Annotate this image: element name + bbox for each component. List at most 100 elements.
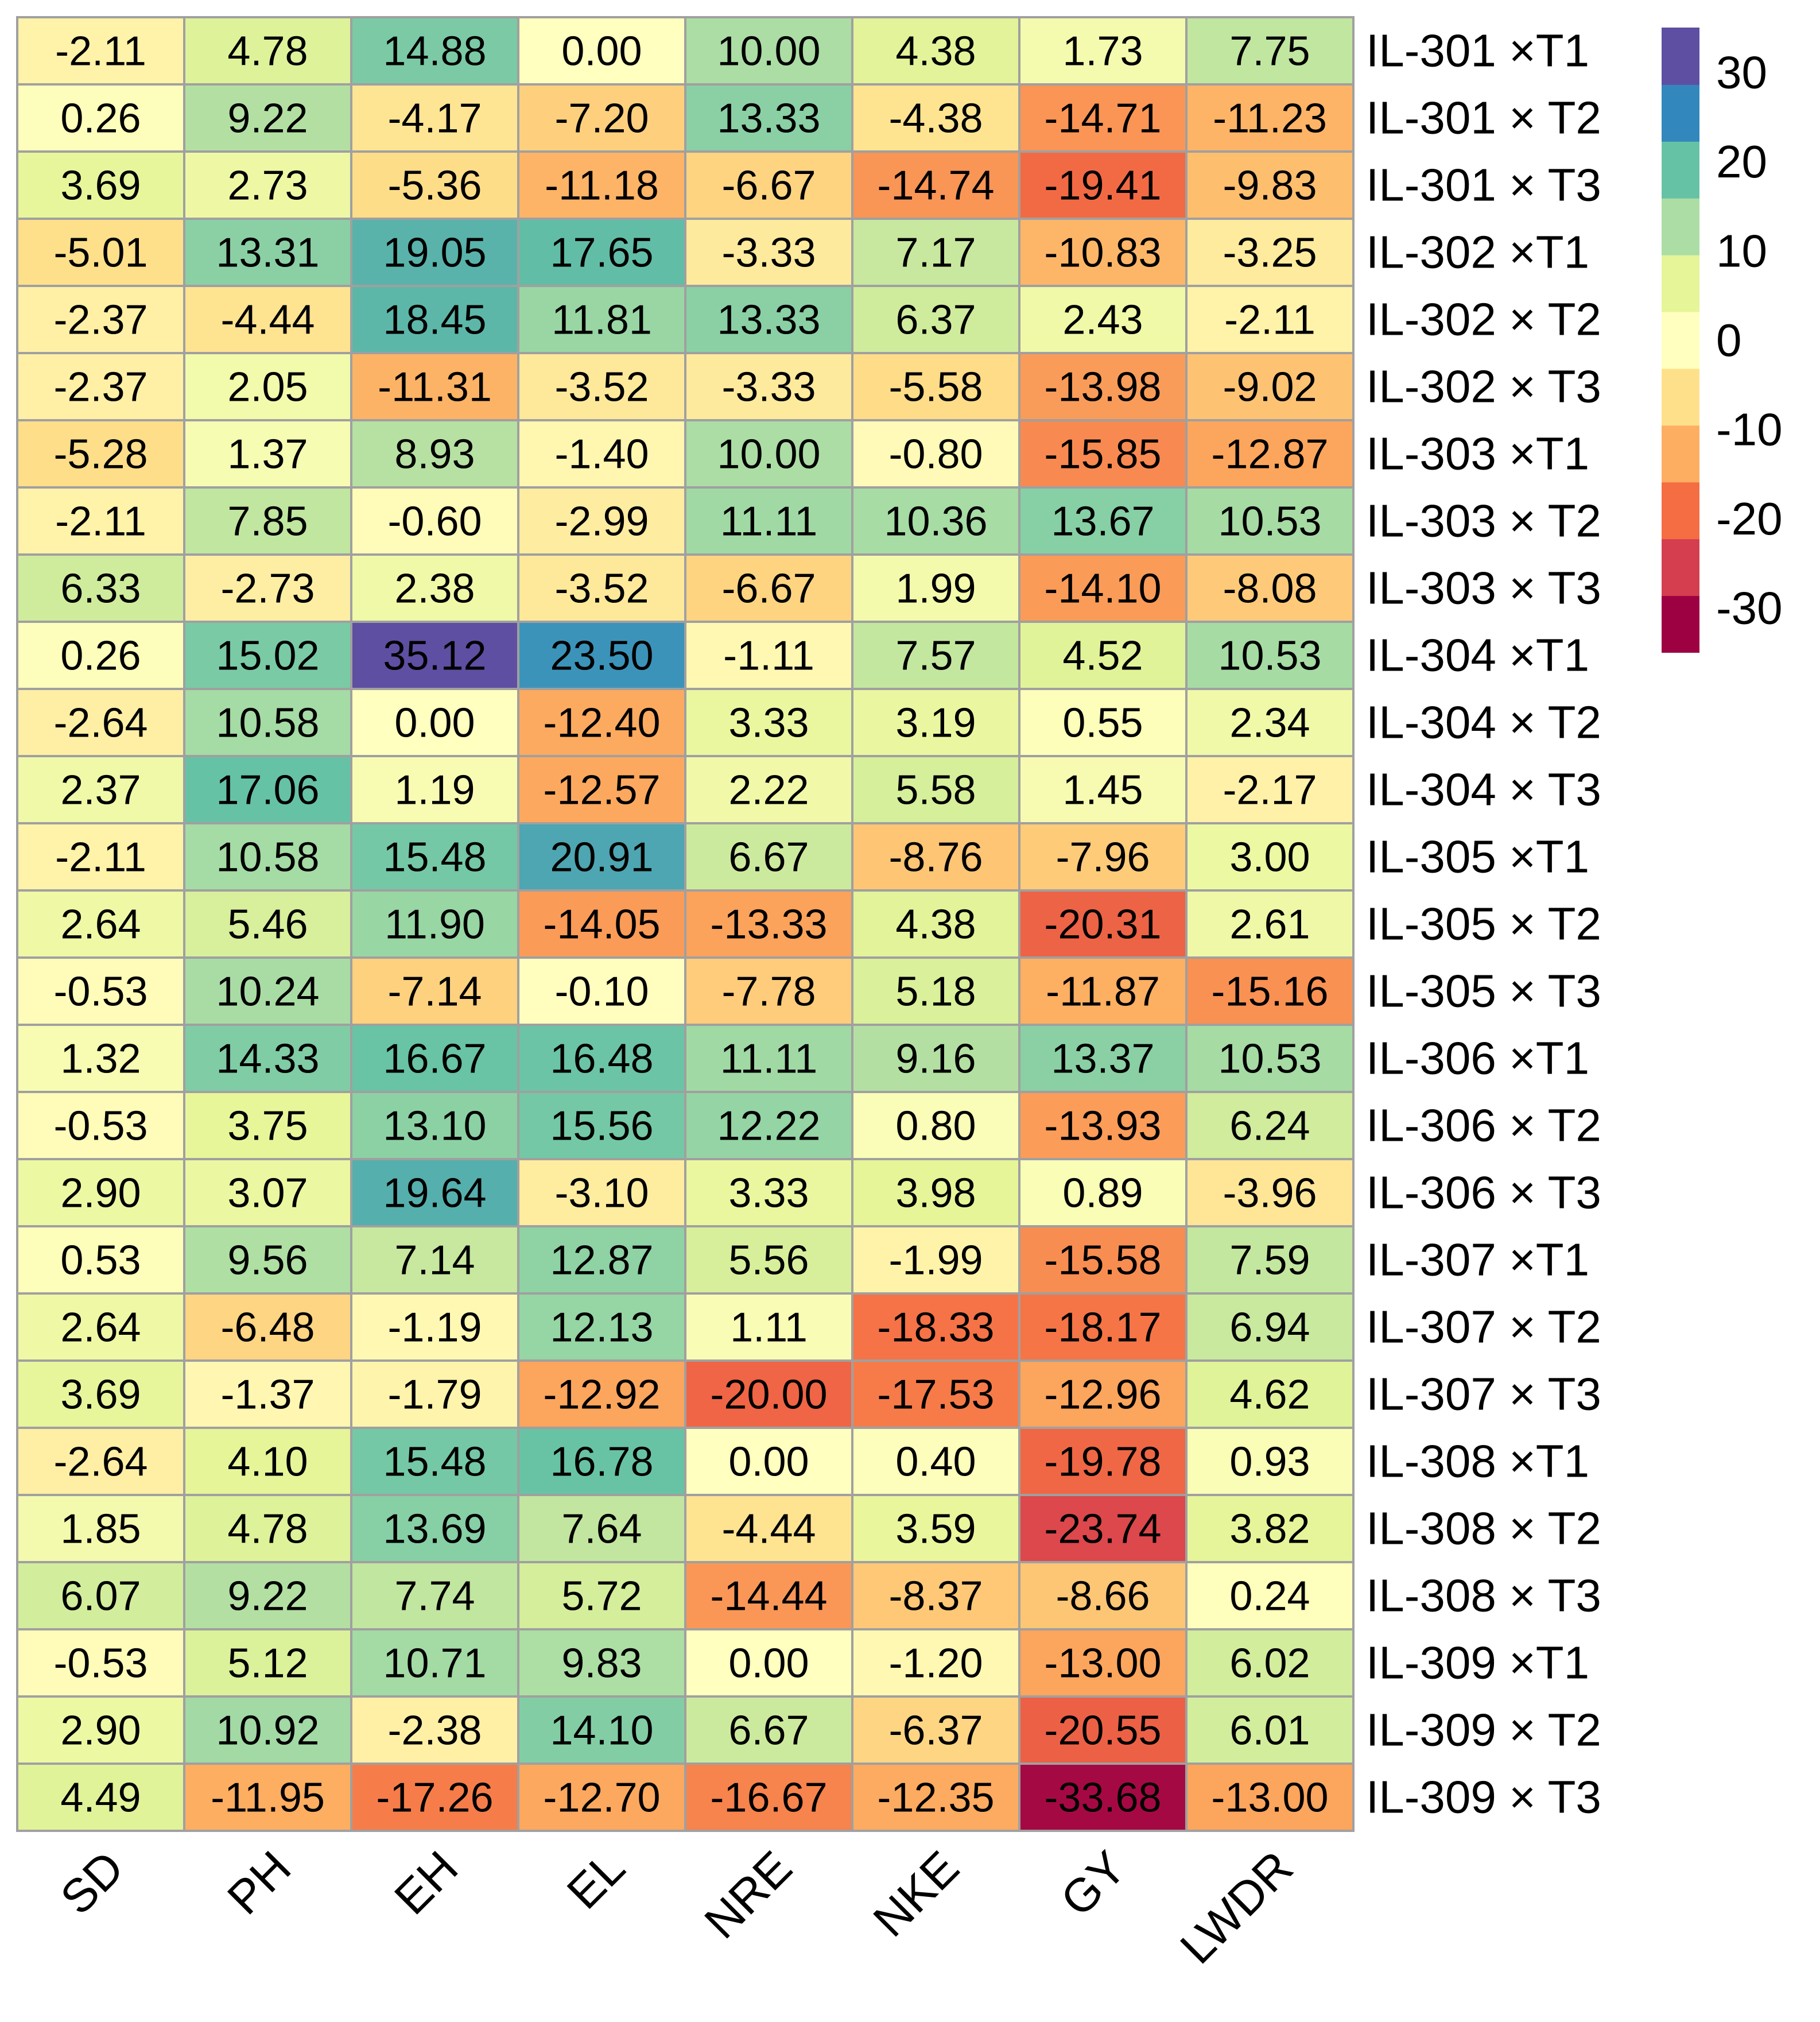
cell-value-label: -2.99 [554,499,649,545]
heatmap-cell [517,419,686,489]
heatmap-cell [517,1763,686,1832]
heatmap-cell [684,218,853,287]
cell-value-label: 15.48 [383,1439,486,1485]
heatmap-cell [1185,218,1355,287]
cell-value-label: 10.58 [216,700,319,746]
cell-value-label: 1.32 [60,1036,141,1082]
row-label: IL-304 × T2 [1366,697,1601,748]
cell-value-label: 9.83 [561,1641,642,1687]
cell-value-label: -16.67 [710,1775,827,1821]
colorbar-band [1662,141,1699,199]
cell-value-label: 0.00 [561,29,642,75]
colorbar-legend: 30 20 10 0 -10 -20 -30 [1662,28,1783,653]
heatmap-cell [1018,486,1188,556]
cell-value-label: -18.17 [1044,1305,1161,1351]
cell-value-label: -7.96 [1055,835,1150,881]
row-label: IL-309 × T3 [1366,1772,1601,1823]
heatmap-cell [1185,486,1355,556]
row-label: IL-307 ×T1 [1366,1234,1589,1285]
cell-value-label: -0.53 [53,1641,148,1687]
cell-value-label: 4.52 [1062,633,1143,679]
cell-value-label: -0.80 [888,432,983,478]
cell-value-label: 10.00 [717,29,820,75]
cell-value-label: -3.52 [554,566,649,612]
heatmap-cell [851,486,1020,556]
cell-value-label: -15.85 [1044,432,1161,478]
heatmap-cell [684,1225,853,1295]
cell-value-label: -15.58 [1044,1238,1161,1284]
cell-value-label: -9.83 [1223,163,1317,209]
cell-value-label: 6.07 [60,1574,141,1620]
cell-value-label: 1.11 [730,1305,808,1351]
cell-value-label: 2.37 [60,768,141,814]
cell-value-label: -1.79 [387,1372,482,1418]
cell-value-label: -4.38 [888,96,983,142]
row-label: IL-303 ×T1 [1366,428,1589,479]
cell-value-label: -14.74 [877,163,994,209]
heatmap-cell [1018,83,1188,153]
cell-value-label: -8.76 [888,835,983,881]
heatmap-cell [350,1494,519,1563]
cell-value-label: 1.85 [60,1506,141,1552]
cell-value-label: 12.87 [550,1238,653,1284]
heatmap-cell [517,621,686,690]
cell-value-label: 10.24 [216,969,319,1015]
heatmap-cell [684,889,853,959]
heatmap-cell [851,1427,1020,1496]
cell-value-label: -33.68 [1044,1775,1161,1821]
heatmap-cell [16,1292,185,1362]
colorbar-band [1662,539,1699,596]
cell-value-label: -19.78 [1044,1439,1161,1485]
heatmap-cell [851,1763,1020,1832]
cell-value-label: -0.53 [53,1103,148,1149]
colorbar-tick-label: 30 [1716,47,1767,98]
heatmap-cell [350,956,519,1026]
heatmap-cell [517,352,686,421]
cell-value-label: -12.87 [1211,432,1328,478]
heatmap-cell [1018,285,1188,354]
heatmap-cell [517,1695,686,1765]
heatmap-cell [1185,1695,1355,1765]
heatmap-cell [1185,1158,1355,1227]
heatmap-cell [1185,1091,1355,1160]
cell-value-label: 1.73 [1062,29,1143,75]
row-label: IL-307 × T3 [1366,1369,1601,1420]
heatmap-cell [183,1427,352,1496]
row-label: IL-305 × T2 [1366,898,1601,950]
row-label: IL-307 × T2 [1366,1301,1601,1353]
cell-value-label: -11.95 [211,1775,325,1821]
heatmap-cell [1018,1763,1188,1832]
cell-value-label: 7.85 [227,499,308,545]
heatmap-cell [1185,1292,1355,1362]
cell-value-label: -2.73 [220,566,315,612]
heatmap-cell [16,419,185,489]
cell-value-label: 7.59 [1229,1238,1310,1284]
cell-value-label: -8.37 [888,1574,983,1620]
cell-value-label: 23.50 [550,633,653,679]
cell-value-label: -7.78 [721,969,816,1015]
cell-value-label: -12.96 [1044,1372,1161,1418]
heatmap-cell [16,1561,185,1630]
cell-value-label: -3.25 [1223,230,1317,276]
colorbar-band [1662,425,1699,483]
cell-value-label: 7.57 [895,633,976,679]
cell-value-label: 5.56 [728,1238,809,1284]
cell-value-label: 0.24 [1229,1574,1310,1620]
heatmap-cell [183,1225,352,1295]
heatmap-cell [851,218,1020,287]
cell-value-label: -2.64 [53,700,148,746]
cell-value-label: -5.36 [387,163,482,209]
cell-value-label: 13.33 [717,96,820,142]
cell-value-label: 2.34 [1229,700,1310,746]
heatmap-cell [1018,1024,1188,1093]
cell-value-label: 2.43 [1062,297,1143,343]
cell-value-label: 7.14 [394,1238,475,1284]
cell-value-label: 6.02 [1229,1641,1310,1687]
cell-value-label: 19.05 [383,230,486,276]
heatmap-cell [183,486,352,556]
cell-value-label: -1.19 [387,1305,482,1351]
heatmap-cell [1018,352,1188,421]
heatmap-cell [1018,1628,1188,1698]
heatmap-cell [1018,1225,1188,1295]
cell-value-label: -7.14 [387,969,482,1015]
